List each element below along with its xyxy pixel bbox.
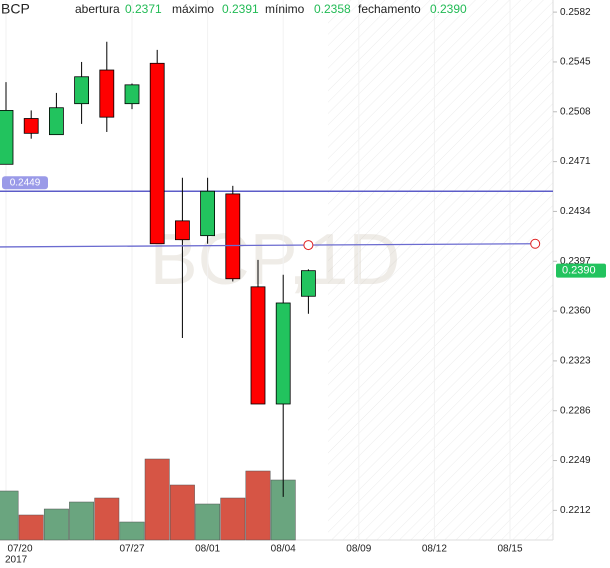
last-price-label: 0.2390 xyxy=(562,265,596,277)
volume-bar xyxy=(195,503,221,541)
y-tick-label: 0.2434 xyxy=(560,206,591,217)
x-tick-label: 08/15 xyxy=(497,544,522,555)
trend-handle xyxy=(530,238,541,249)
candle-body xyxy=(200,190,216,237)
volume-bar xyxy=(43,508,69,541)
y-tick-label: 0.2212 xyxy=(560,505,591,516)
volume-bar xyxy=(18,514,44,541)
volume-bar xyxy=(144,458,170,541)
y-tick-label: 0.2397 xyxy=(560,256,591,267)
y-tick-label: 0.2286 xyxy=(560,405,591,416)
future-area xyxy=(328,0,553,540)
candle-body xyxy=(0,110,14,165)
y-tick-label: 0.2323 xyxy=(560,356,591,367)
volume-bar xyxy=(69,501,95,541)
year-label: 2017 xyxy=(5,555,28,566)
candle-body xyxy=(250,286,266,405)
y-tick-label: 0.2471 xyxy=(560,156,591,167)
y-tick-label: 0.2582 xyxy=(560,7,591,18)
y-tick-label: 0.2545 xyxy=(560,57,591,68)
x-tick-label: 07/27 xyxy=(119,544,144,555)
candle-body xyxy=(99,69,115,118)
header-value: 0.2371 xyxy=(125,2,162,16)
y-tick-label: 0.2249 xyxy=(560,455,591,466)
header-value: 0.2390 xyxy=(430,2,467,16)
x-tick-label: 08/01 xyxy=(195,544,220,555)
volume-bar xyxy=(245,470,271,541)
candle-body xyxy=(23,118,39,134)
header-name: fechamento xyxy=(358,2,421,16)
price-line-label: 0.2449 xyxy=(10,177,41,188)
header-value: 0.2391 xyxy=(222,2,259,16)
header-name: mínimo xyxy=(265,2,305,16)
candle-body xyxy=(300,270,316,297)
volume-bar xyxy=(0,490,19,541)
volume-bar xyxy=(94,497,120,541)
symbol: BCP xyxy=(1,1,30,17)
x-tick-label: 08/09 xyxy=(346,544,371,555)
x-tick-label: 07/20 xyxy=(7,544,32,555)
candle-body xyxy=(49,107,64,136)
volume-bar xyxy=(119,521,145,541)
trend-handle xyxy=(303,240,314,251)
candle-body xyxy=(174,220,190,241)
header-value: 0.2358 xyxy=(314,2,351,16)
x-tick-label: 08/12 xyxy=(422,544,447,555)
candle-body xyxy=(149,62,165,245)
x-tick-label: 08/04 xyxy=(271,544,296,555)
y-tick-label: 0.2360 xyxy=(560,306,591,317)
price-line-tag xyxy=(2,176,48,190)
trend-line xyxy=(0,243,536,248)
candle-body xyxy=(74,76,89,105)
last-price-tag xyxy=(556,263,606,278)
volume-bar xyxy=(169,484,195,541)
header-name: máximo xyxy=(172,2,214,16)
volume-bar xyxy=(220,497,246,541)
y-tick-label: 0.2508 xyxy=(560,106,591,117)
candle-body xyxy=(124,84,140,105)
candle-body xyxy=(275,302,291,405)
candle-body xyxy=(225,193,241,280)
header-name: abertura xyxy=(75,2,120,16)
